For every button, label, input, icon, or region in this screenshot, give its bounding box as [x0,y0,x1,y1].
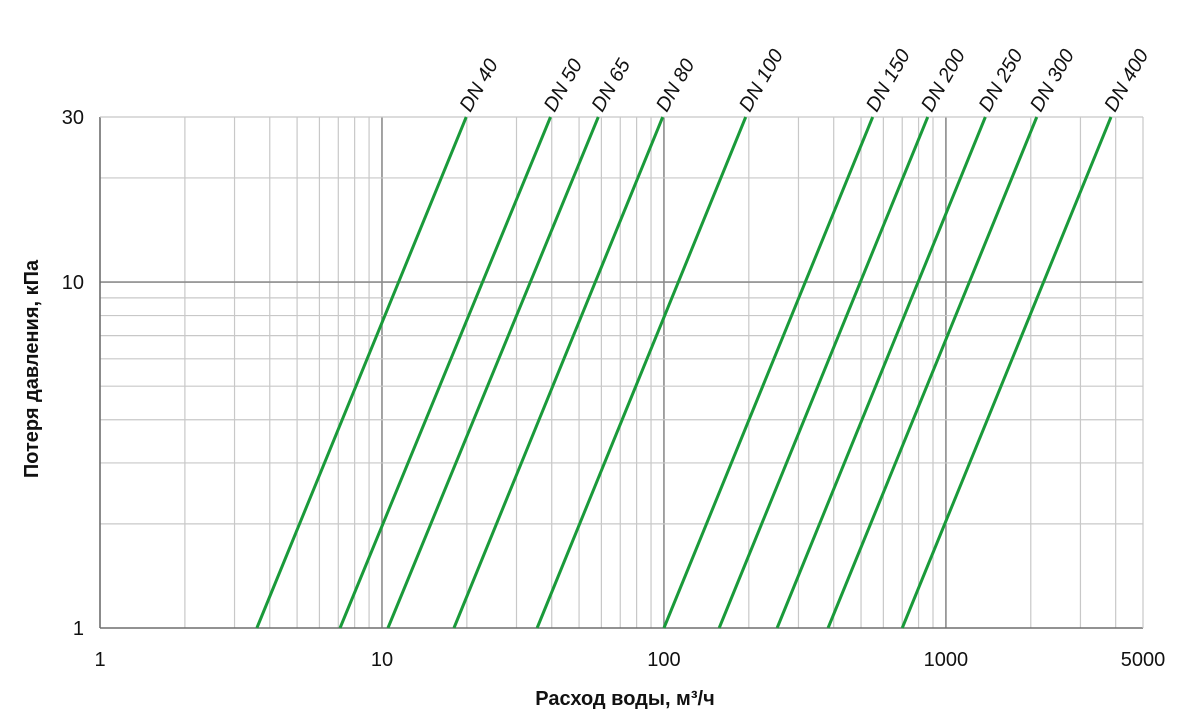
axes [99,116,1144,629]
y-tick-label: 30 [62,107,84,129]
y-axis-title: Потеря давления, кПа [21,259,43,478]
series-line-dn-50 [338,116,552,629]
y-tick-label: 10 [62,272,84,294]
x-tick-label: 1000 [924,649,969,671]
series-line-dn-100 [535,116,748,629]
series-line-dn-40 [255,116,468,629]
series-line-dn-250 [775,116,987,629]
series-lines [255,116,1113,629]
series-label-dn-200: DN 200 [917,46,970,116]
x-axis-title: Расход воды, м³/ч [535,688,714,710]
x-tick-label: 10 [371,649,393,671]
series-label-dn-300: DN 300 [1026,46,1079,116]
series-label-dn-150: DN 150 [862,46,915,116]
series-line-dn-200 [717,116,930,629]
series-labels: DN 40 DN 50 DN 65 DN 80 DN 100 DN 150 DN 200 DN… [456,46,1154,116]
series-label-dn-50: DN 50 [540,55,587,115]
grid [100,117,1143,628]
series-label-dn-40: DN 40 [456,55,503,115]
series-line-dn-400 [900,116,1113,629]
x-tick-label: 5000 [1121,649,1166,671]
y-tick-label: 1 [73,618,84,640]
series-line-dn-150 [662,116,875,629]
series-label-dn-100: DN 100 [735,46,788,116]
series-line-dn-65 [386,116,600,629]
series-label-dn-250: DN 250 [975,46,1028,116]
series-line-dn-80 [452,116,665,629]
x-tick-label: 1 [94,649,105,671]
tick-labels: 1 10 100 1000 5000 1 10 30 [62,107,1166,671]
series-label-dn-65: DN 65 [588,55,636,116]
series-label-dn-400: DN 400 [1100,46,1153,116]
series-line-dn-300 [826,116,1039,629]
x-tick-label: 100 [647,649,680,671]
series-label-dn-80: DN 80 [652,55,699,115]
